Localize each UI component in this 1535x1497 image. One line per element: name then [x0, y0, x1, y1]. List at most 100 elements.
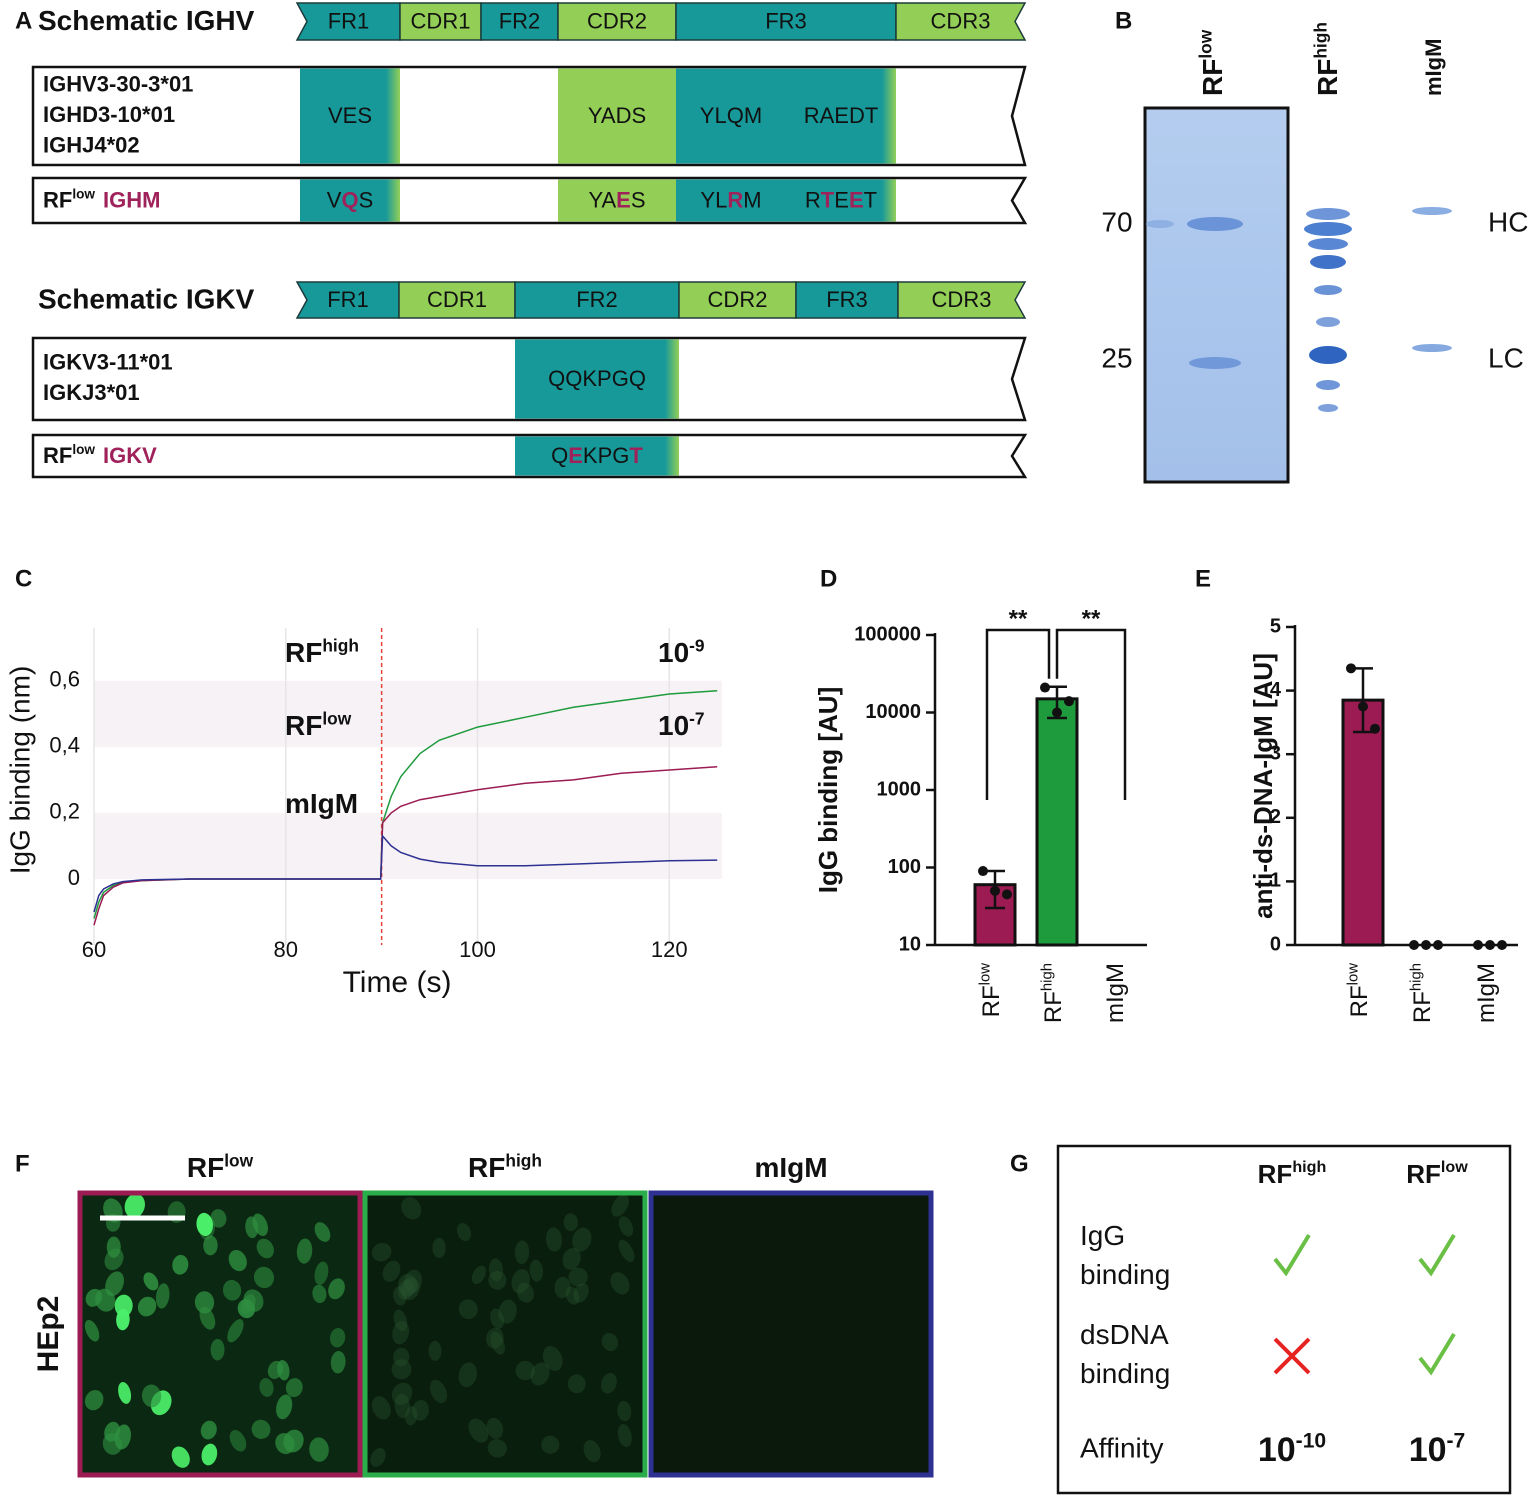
- column-header-sup: low: [1441, 1158, 1468, 1176]
- affinity-value: 10-7: [1409, 1429, 1466, 1469]
- x-tick-label-sup: high: [1039, 963, 1055, 991]
- lane-label-base: RF: [1312, 59, 1343, 96]
- nucleus: [488, 1270, 507, 1290]
- mutant-chain: IGKV: [103, 443, 157, 468]
- x-tick-label: 60: [82, 937, 106, 962]
- motif: YLQM: [700, 103, 762, 128]
- bar: [1035, 697, 1079, 947]
- gel-band: [1189, 357, 1241, 369]
- gel-band: [1412, 344, 1452, 352]
- nucleus: [104, 1248, 124, 1271]
- residue: G: [612, 443, 629, 468]
- region-block: [295, 281, 400, 319]
- nucleus: [611, 1194, 629, 1217]
- gel: [1143, 106, 1452, 484]
- affinity-label-sup: -7: [689, 708, 704, 728]
- residue: E: [834, 103, 849, 128]
- residue: Y: [588, 103, 603, 128]
- region-label: CDR3: [931, 8, 991, 33]
- motif-fill: [300, 179, 400, 222]
- residue: S: [631, 103, 646, 128]
- residue: A: [820, 103, 835, 128]
- nucleus: [227, 1319, 244, 1343]
- region-label: CDR3: [932, 287, 992, 312]
- nucleus: [143, 1272, 159, 1291]
- gel-band: [1412, 207, 1452, 215]
- residue: E: [849, 187, 864, 212]
- nucleus: [84, 1319, 100, 1342]
- nucleus: [256, 1238, 274, 1259]
- region-label: FR1: [328, 8, 370, 33]
- column-label-base: RF: [468, 1152, 505, 1183]
- x-tick-label: 100: [459, 937, 496, 962]
- affinity-value-base: 10: [1258, 1431, 1296, 1469]
- residue: Y: [700, 187, 715, 212]
- panel-label: G: [1010, 1150, 1029, 1177]
- gel-band: [1316, 380, 1340, 390]
- nucleus: [541, 1435, 560, 1454]
- motif-edge: [665, 339, 679, 419]
- chain-title: Schematic IGKV: [38, 283, 255, 314]
- region-label: FR2: [499, 8, 541, 33]
- nucleus: [583, 1439, 601, 1463]
- nucleus: [171, 1446, 190, 1468]
- motif-fill: [676, 68, 896, 164]
- band-label: HC: [1488, 206, 1528, 237]
- gel-band: [1187, 217, 1243, 231]
- y-tick-label: 0: [1270, 933, 1281, 955]
- lane-label-base: RF: [1197, 59, 1228, 96]
- nucleus: [458, 1299, 478, 1319]
- x-tick-label-base: mIgM: [1473, 963, 1500, 1023]
- residue: Q: [727, 103, 744, 128]
- mutant-label-sup: low: [72, 442, 95, 457]
- residue: Q: [341, 187, 358, 212]
- nucleus: [194, 1291, 215, 1314]
- x-tick-label: 80: [274, 937, 298, 962]
- nucleus: [468, 1418, 489, 1443]
- panel-label: F: [15, 1150, 30, 1177]
- nucleus: [296, 1238, 313, 1264]
- nucleus: [490, 1331, 505, 1355]
- nucleus: [562, 1247, 581, 1270]
- gene-name: IGHD3-10*01: [43, 102, 175, 127]
- y-tick-label: 3: [1270, 742, 1281, 764]
- nucleus: [487, 1439, 507, 1458]
- y-tick-label: 2: [1270, 806, 1281, 828]
- residue: D: [616, 103, 632, 128]
- residue: T: [864, 187, 877, 212]
- nucleus: [393, 1286, 407, 1306]
- x-tick-label-base: mIgM: [1102, 963, 1129, 1023]
- motif: QQKPGQ: [548, 366, 646, 391]
- residue: Q: [551, 443, 568, 468]
- gel-band: [1306, 208, 1350, 220]
- cross-mark: [1273, 1337, 1311, 1375]
- residue: T: [629, 443, 643, 468]
- residue: A: [601, 103, 616, 128]
- check-mark: [1418, 1233, 1456, 1277]
- nucleus: [405, 1405, 418, 1426]
- nucleus: [394, 1393, 411, 1419]
- nucleus: [253, 1266, 275, 1289]
- nucleus: [118, 1382, 132, 1404]
- region-label: CDR2: [587, 8, 647, 33]
- panel-label: B: [1115, 7, 1132, 34]
- panel-label: A: [15, 7, 32, 34]
- x-tick-label-base: RF: [1409, 991, 1436, 1023]
- nucleus: [370, 1448, 386, 1467]
- nucleus: [515, 1360, 535, 1381]
- column-label: RFlow: [187, 1150, 254, 1183]
- y-axis-title: IgG binding [AU]: [813, 687, 843, 894]
- nucleus: [486, 1417, 504, 1439]
- data-point: [1052, 707, 1062, 718]
- gel-band: [1318, 404, 1338, 412]
- nucleus: [251, 1419, 271, 1439]
- series-line: [93, 765, 718, 926]
- x-tick-label-sup: high: [1408, 963, 1424, 991]
- affinity-label: 10-7: [658, 708, 705, 741]
- column-header-sup: high: [1292, 1158, 1326, 1176]
- nucleus: [488, 1258, 504, 1282]
- significance-bracket: [1055, 628, 1127, 800]
- motif-edge: [386, 68, 400, 164]
- x-tick-label-base: RF: [978, 985, 1005, 1017]
